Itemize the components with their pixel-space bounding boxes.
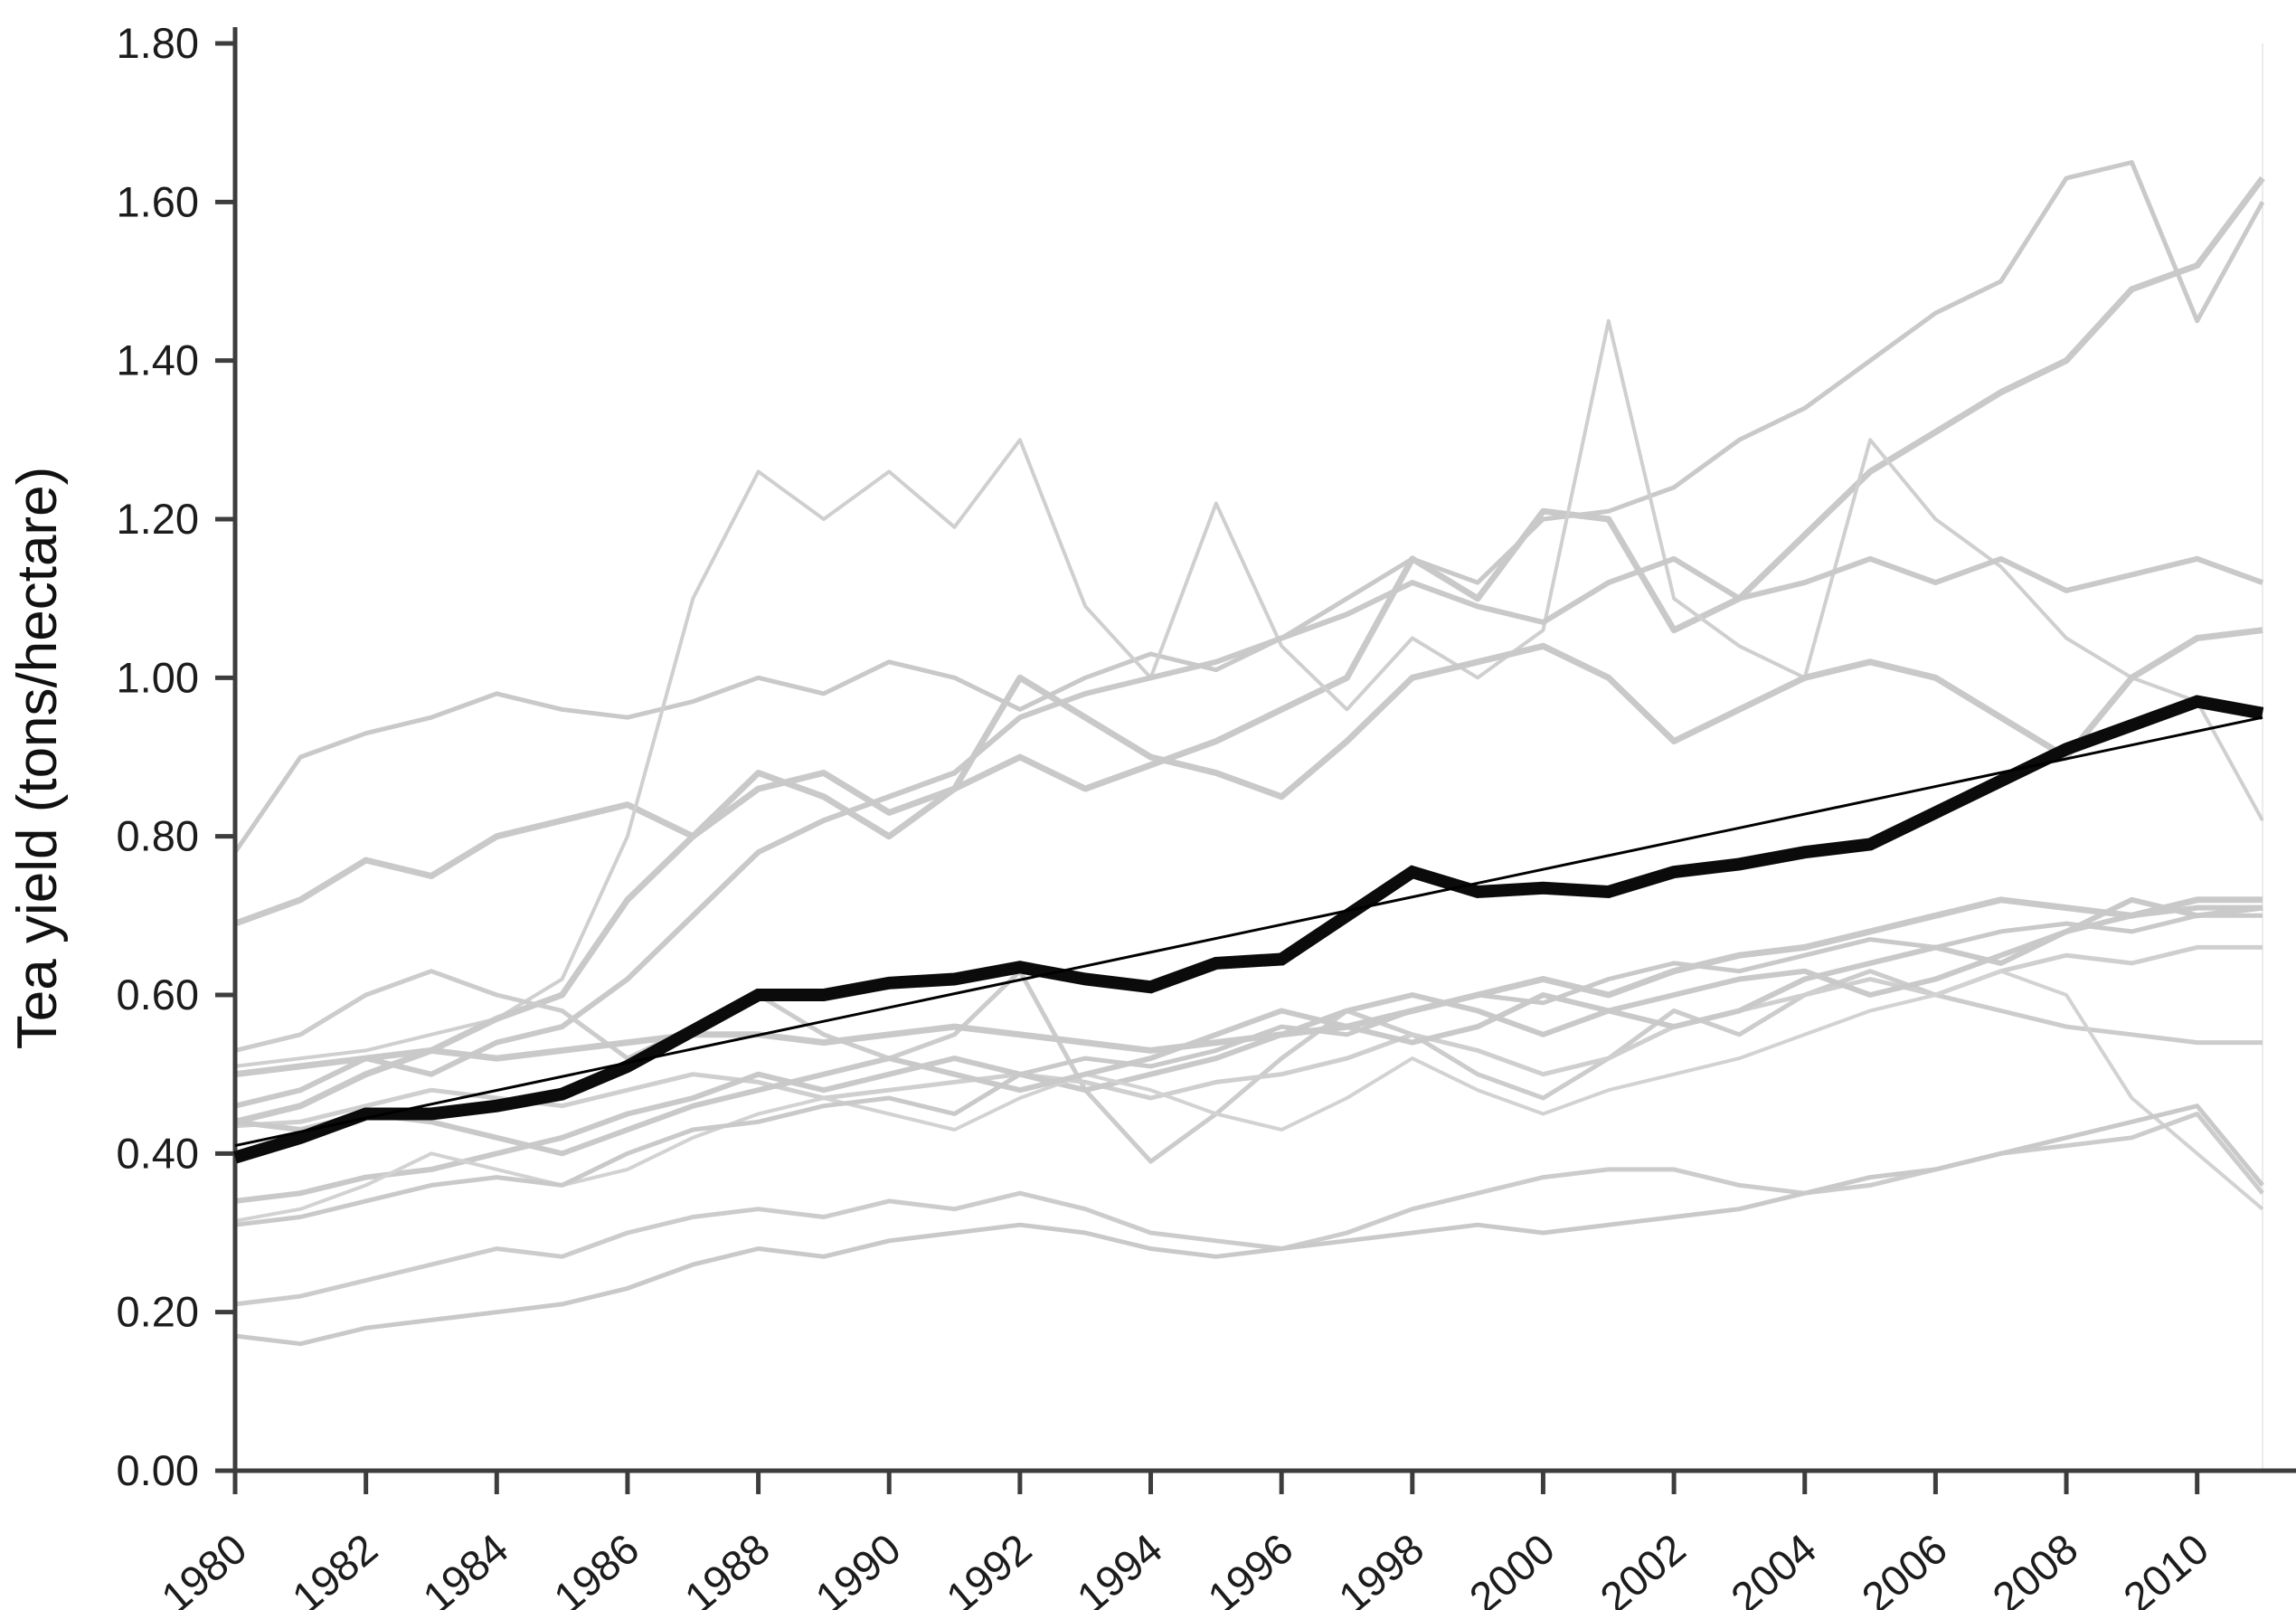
- trend-line: [234, 715, 2263, 1148]
- x-tick-label-1994: 1994: [1068, 1524, 1171, 1610]
- gray-line-14: [234, 896, 2263, 1157]
- x-tick-label-1996: 1996: [1198, 1524, 1301, 1610]
- y-tick-label-1.60: 1.60: [117, 177, 199, 225]
- x-axis-tick-labels: 1980 1982 1984 1986 1988 1990 1992 1994 1996 1998…: [152, 1524, 2217, 1610]
- gray-line-9: [234, 904, 2263, 1204]
- gray-line-3: [234, 318, 2264, 1068]
- x-tick-label-1982: 1982: [283, 1524, 386, 1610]
- background-series-group: [232, 160, 2265, 1347]
- x-tick-label-1986: 1986: [544, 1524, 647, 1610]
- y-axis-tick-labels: 0.00 0.20 0.40 0.60 0.80 1.00 1.20 1.40 1.60 1.80: [117, 19, 199, 1494]
- mean-series-line: [232, 695, 2264, 1164]
- x-tick-label-1988: 1988: [676, 1524, 779, 1610]
- y-tick-label-0.60: 0.60: [117, 971, 199, 1018]
- gray-line-5: [234, 627, 2263, 1125]
- y-tick-label-0.20: 0.20: [117, 1288, 199, 1336]
- y-tick-label-1.80: 1.80: [117, 19, 199, 67]
- y-tick-label-1.00: 1.00: [117, 653, 199, 701]
- x-tick-label-2004: 2004: [1722, 1524, 1825, 1610]
- gray-line-13: [234, 1103, 2264, 1347]
- x-tick-label-1998: 1998: [1329, 1524, 1432, 1610]
- x-tick-label-2000: 2000: [1460, 1524, 1564, 1610]
- y-tick-label-0.40: 0.40: [117, 1129, 199, 1177]
- x-tick-label-1980: 1980: [152, 1524, 255, 1610]
- y-tick-label-0.00: 0.00: [117, 1446, 199, 1494]
- x-axis-ticks: [232, 1471, 2200, 1494]
- gray-line-11: [234, 913, 2263, 1227]
- x-tick-label-2002: 2002: [1591, 1524, 1694, 1610]
- x-tick-label-1990: 1990: [806, 1524, 909, 1610]
- y-tick-label-1.20: 1.20: [117, 495, 199, 543]
- gray-line-2: [233, 175, 2265, 927]
- x-tick-label-1984: 1984: [414, 1524, 517, 1610]
- gray-line-6: [234, 969, 2263, 1164]
- x-tick-label-2010: 2010: [2114, 1524, 2217, 1610]
- x-tick-label-2006: 2006: [1853, 1524, 1956, 1610]
- y-axis-ticks: [215, 41, 235, 1473]
- x-tick-label-2008: 2008: [1983, 1524, 2086, 1610]
- y-tick-label-0.80: 0.80: [117, 812, 199, 860]
- y-tick-label-1.40: 1.40: [117, 336, 199, 384]
- y-axis-title: Tea yield (tons/hectare): [6, 467, 69, 1049]
- x-tick-label-1992: 1992: [937, 1524, 1040, 1610]
- gray-line-1: [232, 160, 2265, 854]
- gray-line-10: [234, 969, 2264, 1223]
- gray-line-8: [234, 944, 2263, 1129]
